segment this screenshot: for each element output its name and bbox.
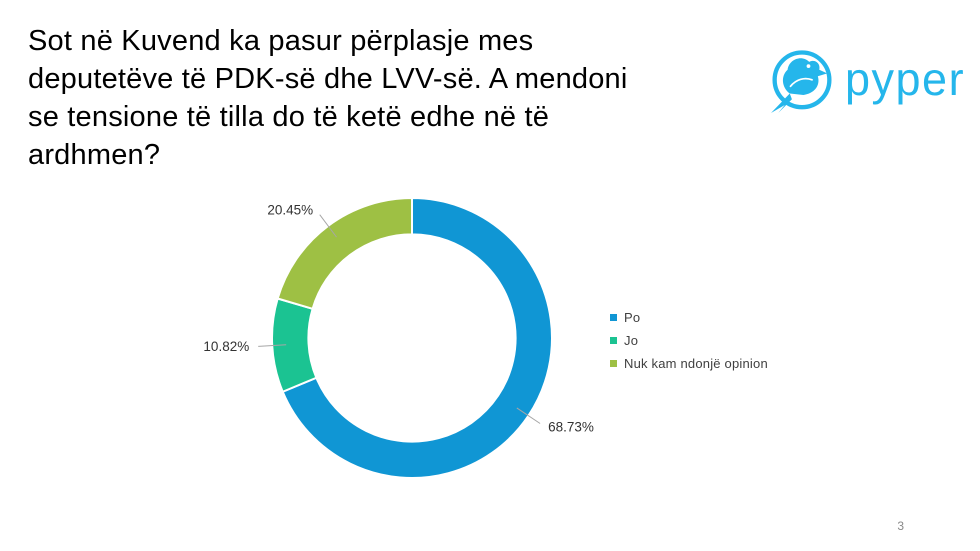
title-line: ardhmen? bbox=[28, 139, 161, 171]
legend-item: Jo bbox=[610, 329, 768, 352]
page-title: Sot në Kuvend ka pasur përplasje mes dep… bbox=[28, 22, 773, 174]
leader-line-1 bbox=[258, 344, 287, 347]
brand-wordmark: pyper bbox=[845, 53, 966, 106]
chart-legend: Po Jo Nuk kam ndonjë opinion bbox=[610, 306, 768, 375]
legend-marker-icon bbox=[610, 337, 617, 344]
legend-item: Po bbox=[610, 306, 768, 329]
page-number: 3 bbox=[897, 519, 904, 533]
data-label-2: 20.45% bbox=[267, 202, 313, 217]
legend-label: Nuk kam ndonjë opinion bbox=[624, 356, 768, 371]
legend-label: Po bbox=[624, 310, 641, 325]
legend-marker-icon bbox=[610, 360, 617, 367]
data-label-0: 68.73% bbox=[548, 419, 594, 434]
leader-line-0 bbox=[516, 407, 541, 424]
title-line: Sot në Kuvend ka pasur përplasje mes bbox=[28, 25, 534, 57]
donut-slice-0 bbox=[281, 196, 553, 479]
title-line: deputetëve të PDK-së dhe LVV-së. A mendo… bbox=[28, 63, 628, 95]
donut-chart: 68.73% 10.82% 20.45% bbox=[203, 196, 594, 479]
title-line: se tensione të tilla do të ketë edhe në … bbox=[28, 101, 550, 133]
donut-slice-2 bbox=[276, 196, 413, 311]
bird-in-circle-icon bbox=[766, 46, 838, 123]
data-label-1: 10.82% bbox=[203, 339, 249, 354]
pyper-logo: pyper bbox=[766, 46, 965, 123]
legend-marker-icon bbox=[610, 314, 617, 321]
leader-line-2 bbox=[319, 214, 337, 238]
legend-item: Nuk kam ndonjë opinion bbox=[610, 352, 768, 375]
legend-label: Jo bbox=[624, 333, 639, 348]
